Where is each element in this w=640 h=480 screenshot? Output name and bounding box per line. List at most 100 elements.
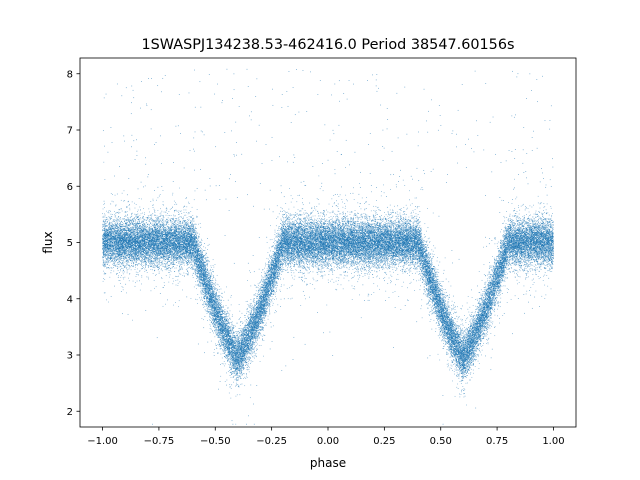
- data-point: [110, 267, 111, 268]
- data-point: [180, 269, 181, 270]
- data-point: [462, 389, 463, 390]
- data-point: [417, 208, 418, 209]
- data-point: [541, 220, 542, 221]
- data-point: [403, 269, 404, 270]
- data-point: [135, 228, 136, 229]
- data-point: [351, 218, 352, 219]
- data-point: [371, 262, 372, 263]
- data-point: [117, 249, 118, 250]
- data-point: [327, 264, 328, 265]
- data-point: [329, 264, 330, 265]
- data-point: [271, 299, 272, 300]
- data-point: [411, 267, 412, 268]
- data-point: [509, 268, 510, 269]
- data-point: [315, 225, 316, 226]
- data-point: [215, 333, 216, 334]
- data-point: [246, 373, 247, 374]
- data-point: [461, 394, 462, 395]
- data-point: [336, 290, 337, 291]
- data-point: [467, 303, 468, 304]
- data-point: [365, 258, 366, 259]
- data-point: [160, 194, 161, 195]
- data-point: [184, 221, 185, 222]
- data-point: [421, 235, 422, 236]
- data-point: [232, 360, 233, 361]
- data-point: [390, 220, 391, 221]
- data-point: [195, 239, 196, 240]
- data-point: [148, 257, 149, 258]
- data-point: [497, 289, 498, 290]
- data-point: [183, 260, 184, 261]
- data-point: [530, 245, 531, 246]
- data-point: [357, 275, 358, 276]
- data-point: [275, 279, 276, 280]
- data-point: [416, 213, 417, 214]
- data-point: [309, 267, 310, 268]
- data-point: [459, 375, 460, 376]
- data-point: [115, 213, 116, 214]
- data-point: [168, 261, 169, 262]
- data-point: [223, 350, 224, 351]
- data-point: [240, 325, 241, 326]
- data-point: [403, 282, 404, 283]
- data-point: [385, 265, 386, 266]
- data-point: [200, 278, 201, 279]
- data-point: [390, 256, 391, 257]
- data-point: [109, 216, 110, 217]
- data-point: [402, 259, 403, 260]
- data-point: [536, 265, 537, 266]
- data-point: [458, 358, 459, 359]
- data-point: [191, 298, 192, 299]
- data-point: [168, 282, 169, 283]
- data-point: [261, 335, 262, 336]
- data-point: [356, 227, 357, 228]
- data-point: [415, 209, 416, 210]
- data-point: [425, 253, 426, 254]
- data-point: [242, 384, 243, 385]
- data-point: [125, 211, 126, 212]
- data-point: [196, 288, 197, 289]
- data-point: [347, 230, 348, 231]
- data-point: [529, 221, 530, 222]
- data-point: [243, 338, 244, 339]
- data-point: [181, 211, 182, 212]
- data-point: [322, 216, 323, 217]
- data-point: [385, 249, 386, 250]
- data-point: [391, 253, 392, 254]
- data-point: [244, 357, 245, 358]
- data-point: [254, 300, 255, 301]
- data-point: [180, 227, 181, 228]
- data-point: [470, 325, 471, 326]
- data-point: [523, 270, 524, 271]
- data-point: [315, 263, 316, 264]
- data-point: [192, 262, 193, 263]
- data-point: [240, 374, 241, 375]
- data-point: [264, 340, 265, 341]
- data-point: [112, 194, 113, 195]
- data-point: [149, 252, 150, 253]
- data-point: [537, 257, 538, 258]
- data-point: [336, 267, 337, 268]
- data-point: [328, 266, 329, 267]
- data-point: [210, 332, 211, 333]
- data-point: [432, 264, 433, 265]
- data-point: [462, 375, 463, 376]
- data-point: [427, 208, 428, 209]
- data-point: [427, 294, 428, 295]
- data-point: [153, 205, 154, 206]
- data-point: [309, 269, 310, 270]
- data-point: [321, 218, 322, 219]
- data-point: [375, 266, 376, 267]
- data-point: [211, 292, 212, 293]
- data-point: [115, 234, 116, 235]
- data-point: [201, 294, 202, 295]
- data-point: [177, 276, 178, 277]
- data-point: [153, 250, 154, 251]
- data-point: [341, 261, 342, 262]
- data-point: [502, 240, 503, 241]
- data-point: [150, 217, 151, 218]
- data-point: [433, 295, 434, 296]
- data-point: [206, 311, 207, 312]
- data-point: [219, 327, 220, 328]
- data-point: [201, 288, 202, 289]
